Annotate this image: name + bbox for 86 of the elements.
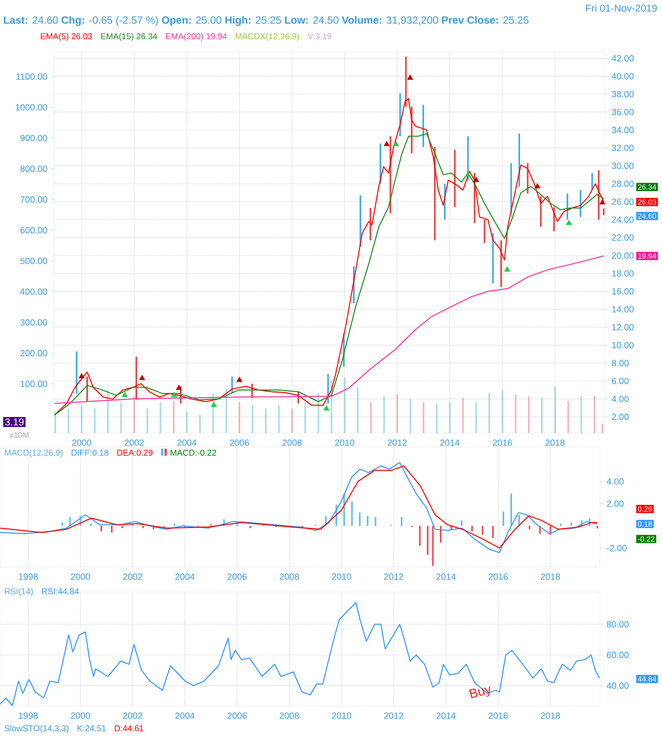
y-tick-label: 60.00	[606, 652, 629, 658]
y2-tick-label: 28.00	[612, 180, 634, 187]
x-tick-label: 2018	[540, 712, 560, 719]
x-tick-label: 2014	[440, 440, 460, 446]
y-tick-label: -2.00	[606, 544, 627, 552]
y-tick-label: 1100.00	[16, 73, 48, 80]
y2-tick-label: 26.00	[612, 198, 634, 205]
text: DIFF:0.18	[72, 450, 108, 456]
x-tick-label: 2002	[123, 574, 142, 580]
y2-tick-label: 22.00	[612, 234, 634, 241]
x-tick-label: 2014	[436, 574, 456, 580]
text: Last: 24.60 Chg: -0.65 (-2.57 %) Open: 25.00 High: 25.25 Low: 24.50 Volume: 31,932,200 Prev Close: 25.25	[4, 16, 529, 26]
x-tick-label: 2010	[332, 574, 352, 580]
text: EMA(200) 19.94	[166, 33, 227, 41]
text: D:44.61	[114, 725, 144, 732]
y2-tick-label: 34.00	[612, 126, 634, 134]
x-tick-label: 2018	[546, 440, 565, 446]
y2-tick-label: 16.00	[612, 288, 634, 295]
x-tick-label: 1998	[18, 574, 38, 580]
y-tick-label: 40.00	[606, 682, 629, 689]
text: SlowSTO(14,3,3)	[4, 725, 68, 733]
y-tick-label: 600.00	[20, 227, 48, 234]
x-tick-label: 2008	[280, 574, 299, 580]
y-tick-label: 4.00	[606, 478, 624, 485]
x-tick-label: 2006	[230, 440, 249, 446]
y2-tick-label: 42.00	[612, 55, 634, 62]
x-tick-label: 2014	[436, 712, 456, 719]
y2-tick-label: 10.00	[612, 342, 634, 348]
text: MACDX(12,26,9)	[236, 33, 300, 41]
x-tick-label: 2002	[124, 440, 144, 446]
y2-tick-label: 36.00	[612, 108, 634, 116]
x-tick-label: 2004	[175, 574, 195, 580]
text: V:3.19	[308, 33, 332, 40]
y2-tick-label: 40.00	[612, 73, 634, 80]
y-tick-label: 2.00	[606, 500, 624, 507]
y-tick-label: 80.00	[606, 621, 629, 628]
y2-tick-label: 24.00	[612, 216, 634, 223]
x-tick-label: 2006	[228, 574, 247, 580]
x-tick-label: 2012	[384, 574, 404, 580]
text: EMA(15) 26.34	[101, 33, 158, 41]
y-tick-label: 800.00	[20, 166, 48, 172]
x-tick-label: 2004	[177, 440, 197, 446]
chart-title: RSI(14)	[4, 588, 33, 596]
y2-tick-label: 30.00	[612, 162, 634, 170]
legend-label: MACD:-0.22	[170, 450, 216, 456]
y-tick-label: 300.00	[20, 319, 48, 326]
chart-title: MACD(12,26,9)	[4, 449, 62, 458]
x-tick-label: 2006	[228, 712, 247, 719]
y2-tick-label: 12.00	[612, 324, 634, 330]
y2-tick-label: 20.00	[612, 252, 634, 259]
y-tick-label: 500.00	[20, 258, 48, 264]
text: Fri 01-Nov-2019	[586, 4, 657, 12]
x-tick-label: 1998	[18, 712, 38, 719]
x-tick-label: 2000	[72, 440, 92, 446]
y2-tick-label: 18.00	[612, 270, 634, 277]
y2-tick-label: 8.00	[612, 360, 629, 366]
x-tick-label: 2010	[332, 712, 352, 719]
x-tick-label: 2016	[488, 712, 508, 719]
x-tick-label: 2000	[70, 712, 90, 719]
annotation: Buy	[469, 686, 490, 698]
y-tick-label: 400.00	[20, 288, 48, 295]
text: K:24.51	[78, 725, 106, 732]
x-tick-label: 2016	[488, 574, 508, 580]
x-tick-label: 2008	[280, 712, 299, 719]
x-tick-label: 2018	[540, 574, 560, 580]
y-tick-label: 700.00	[20, 196, 48, 203]
x-tick-label: 2012	[388, 440, 407, 446]
x-tick-label: 2004	[175, 712, 195, 719]
x-tick-label: 2002	[123, 712, 142, 719]
text: EMA(5) 26.03	[40, 33, 92, 41]
x-tick-label: 2010	[335, 440, 354, 446]
y2-tick-label: 14.00	[612, 306, 634, 312]
y2-tick-label: 6.00	[612, 378, 629, 384]
y2-tick-label: 38.00	[612, 90, 634, 98]
y-tick-label: 1000.00	[16, 104, 48, 110]
x-tick-label: 2000	[70, 574, 90, 580]
y-tick-label: 100.00	[20, 380, 48, 388]
text: DEA:0.29	[117, 450, 153, 456]
x-tick-label: 2008	[282, 440, 302, 446]
text: 3.19	[5, 418, 24, 426]
y-tick-label: 200.00	[20, 350, 48, 356]
y-tick-label: 900.00	[20, 134, 48, 142]
x-tick-label: 2012	[384, 712, 404, 719]
text: RSI:44.84	[42, 588, 79, 594]
y2-tick-label: 32.00	[612, 144, 634, 152]
x-tick-label: 2016	[492, 440, 512, 446]
